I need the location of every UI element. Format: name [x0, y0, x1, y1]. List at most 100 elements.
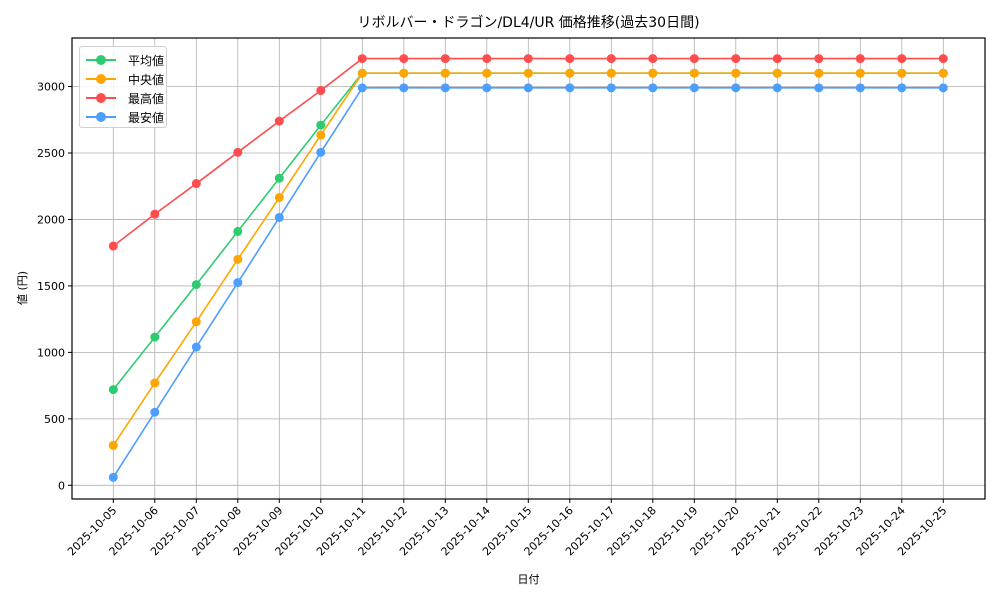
y-tick-label: 1500 [37, 280, 65, 293]
data-point [150, 378, 160, 388]
data-point [523, 68, 533, 78]
data-point [316, 120, 326, 130]
legend-item-min: 最安値 [86, 107, 164, 127]
data-point [191, 280, 201, 290]
data-point [233, 254, 243, 264]
data-point [897, 68, 907, 78]
data-point [565, 68, 575, 78]
data-point [274, 212, 284, 222]
data-point [233, 147, 243, 157]
legend-item-max: 最高値 [86, 88, 164, 108]
data-point [814, 83, 824, 93]
series-最安値 [108, 83, 948, 482]
legend-label: 最高値 [128, 91, 165, 106]
data-point [772, 83, 782, 93]
data-point [565, 54, 575, 64]
data-point [399, 83, 409, 93]
legend-label: 平均値 [128, 53, 165, 68]
data-point [897, 83, 907, 93]
data-point [938, 54, 948, 64]
data-point [689, 68, 699, 78]
data-point [814, 68, 824, 78]
y-tick-label: 2000 [37, 213, 65, 226]
data-point [648, 54, 658, 64]
y-axis-label: 値 (円) [16, 270, 29, 306]
y-axis-ticks: 0 500 1000 1500 2000 2500 3000 [37, 81, 72, 492]
data-point [523, 83, 533, 93]
legend-label: 最安値 [128, 110, 165, 125]
legend-marker-icon [86, 88, 116, 108]
data-point [191, 317, 201, 327]
data-point [606, 83, 616, 93]
data-point [855, 83, 865, 93]
data-point [233, 278, 243, 288]
data-point [855, 54, 865, 64]
data-point [565, 83, 575, 93]
y-tick-label: 1000 [37, 346, 65, 359]
data-point [150, 209, 160, 219]
data-point [357, 68, 367, 78]
data-point [150, 407, 160, 417]
data-point [523, 54, 533, 64]
data-point [357, 83, 367, 93]
data-point [316, 86, 326, 96]
data-point [357, 54, 367, 64]
data-point [108, 440, 118, 450]
data-point [108, 472, 118, 482]
data-point [938, 83, 948, 93]
data-point [399, 68, 409, 78]
data-point [191, 179, 201, 189]
data-point [689, 54, 699, 64]
data-point [316, 130, 326, 140]
legend-marker-icon [86, 107, 116, 127]
data-point [938, 68, 948, 78]
series-最高値 [108, 54, 948, 251]
data-point [440, 83, 450, 93]
y-tick-label: 2500 [37, 147, 65, 160]
legend-marker-icon [86, 69, 116, 89]
data-point [772, 68, 782, 78]
data-point [191, 342, 201, 352]
data-point [772, 54, 782, 64]
data-point [897, 54, 907, 64]
y-tick-label: 500 [44, 413, 65, 426]
data-point [150, 332, 160, 342]
data-point [108, 385, 118, 395]
chart-title: リボルバー・ドラゴン/DL4/UR 価格推移(過去30日間) [357, 15, 700, 31]
x-axis-ticks: 2025-10-052025-10-062025-10-072025-10-08… [65, 499, 949, 558]
data-point [233, 226, 243, 236]
data-point [482, 54, 492, 64]
legend-item-average: 平均値 [86, 50, 164, 70]
y-tick-label: 3000 [37, 81, 65, 94]
legend-marker-icon [86, 50, 116, 70]
data-series [108, 54, 948, 482]
data-point [274, 193, 284, 203]
data-point [399, 54, 409, 64]
y-tick-label: 0 [58, 479, 65, 492]
legend-label: 中央値 [128, 72, 165, 87]
data-point [814, 54, 824, 64]
data-point [731, 83, 741, 93]
data-point [274, 116, 284, 126]
data-point [606, 54, 616, 64]
data-point [606, 68, 616, 78]
data-point [731, 68, 741, 78]
gridlines [72, 38, 985, 499]
data-point [274, 173, 284, 183]
data-point [731, 54, 741, 64]
series-中央値 [108, 68, 948, 450]
data-point [855, 68, 865, 78]
data-point [316, 147, 326, 157]
data-point [689, 83, 699, 93]
data-point [482, 83, 492, 93]
data-point [482, 68, 492, 78]
data-point [648, 83, 658, 93]
data-point [648, 68, 658, 78]
data-point [108, 241, 118, 251]
x-axis-label: 日付 [517, 573, 540, 586]
legend-item-median: 中央値 [86, 69, 164, 89]
legend: 平均値 中央値 最高値 最安値 [79, 46, 167, 128]
data-point [440, 68, 450, 78]
